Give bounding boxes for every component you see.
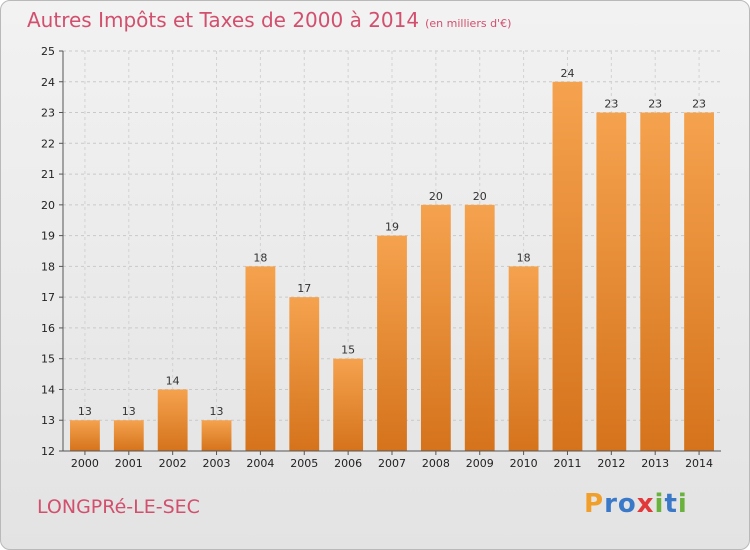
- x-tick-label-2002: 2002: [159, 457, 187, 470]
- y-tick-label: 13: [41, 414, 55, 427]
- data-label-2009: 20: [473, 190, 487, 203]
- logo-letter: x: [636, 489, 655, 519]
- y-tick-label: 18: [41, 260, 55, 273]
- data-label-2005: 17: [297, 282, 311, 295]
- y-tick-label: 22: [41, 137, 55, 150]
- data-label-2014: 23: [692, 98, 706, 111]
- x-tick-label-2010: 2010: [510, 457, 538, 470]
- data-label-2001: 13: [122, 405, 136, 418]
- x-tick-label-2003: 2003: [203, 457, 231, 470]
- chart-title: Autres Impôts et Taxes de 2000 à 2014 (en…: [27, 8, 511, 32]
- y-tick-label: 15: [41, 353, 55, 366]
- bar-2009: [464, 204, 495, 451]
- x-tick-label-2000: 2000: [71, 457, 99, 470]
- y-tick-label: 24: [41, 76, 55, 89]
- y-tick-label: 20: [41, 199, 55, 212]
- bar-2005: [289, 297, 320, 451]
- data-label-2004: 18: [253, 251, 267, 264]
- proxiti-logo: Proxiti: [584, 489, 688, 519]
- y-tick-label: 21: [41, 168, 55, 181]
- bar-2001: [113, 420, 144, 451]
- bar-2000: [70, 420, 100, 451]
- x-tick-label-2004: 2004: [246, 457, 274, 470]
- x-tick-label-2012: 2012: [597, 457, 625, 470]
- logo-letter: i: [654, 489, 665, 519]
- y-tick-label: 19: [41, 230, 55, 243]
- chart-unit: (en milliers d'€): [425, 17, 512, 30]
- bar-2012: [596, 112, 627, 452]
- axes: 12 13 14 15 16 17 18 19 20 21 22 23 24 25 2000 2001 2002…: [41, 45, 721, 470]
- x-tick-label-2009: 2009: [466, 457, 494, 470]
- bar-2014: [684, 112, 714, 452]
- bar-2011: [552, 81, 583, 452]
- y-tick-label: 16: [41, 322, 55, 335]
- x-tick-label-2006: 2006: [334, 457, 362, 470]
- logo-letter: r: [604, 489, 618, 519]
- x-tick-label-2005: 2005: [290, 457, 318, 470]
- bars: 13 13 14 13 18 17 15 19 20 20 18 24 23 23 23: [70, 67, 714, 452]
- data-label-2011: 24: [560, 67, 574, 80]
- bar-2008: [420, 204, 451, 451]
- logo-letter: P: [584, 489, 605, 519]
- y-tick-label: 25: [41, 45, 55, 58]
- data-label-2008: 20: [429, 190, 443, 203]
- x-tick-label-2011: 2011: [553, 457, 581, 470]
- x-tick-label-2013: 2013: [641, 457, 669, 470]
- bar-2010: [508, 266, 539, 451]
- x-tick-label-2001: 2001: [115, 457, 143, 470]
- logo-letter: o: [617, 489, 637, 519]
- bar-2006: [333, 358, 364, 451]
- data-label-2002: 14: [166, 374, 180, 387]
- x-tick-label-2007: 2007: [378, 457, 406, 470]
- data-label-2012: 23: [604, 98, 618, 111]
- x-tick-label-2014: 2014: [685, 457, 713, 470]
- chart-title-text: Autres Impôts et Taxes de 2000 à 2014: [27, 8, 420, 32]
- bar-2013: [640, 112, 671, 452]
- y-tick-label: 17: [41, 291, 55, 304]
- data-label-2013: 23: [648, 98, 662, 111]
- commune-name: LONGPRé-LE-SEC: [37, 496, 200, 518]
- data-label-2010: 18: [517, 251, 531, 264]
- data-label-2007: 19: [385, 221, 399, 234]
- data-label-2000: 13: [78, 405, 92, 418]
- data-label-2006: 15: [341, 344, 355, 357]
- x-tick-label-2008: 2008: [422, 457, 450, 470]
- data-label-2003: 13: [210, 405, 224, 418]
- bar-2003: [201, 420, 232, 451]
- y-tick-label: 12: [41, 445, 55, 458]
- bar-2007: [377, 235, 407, 451]
- logo-letter: i: [677, 489, 688, 519]
- bar-2002: [157, 389, 188, 451]
- logo-letter: t: [664, 489, 678, 519]
- y-tick-label: 14: [41, 383, 55, 396]
- y-tick-label: 23: [41, 107, 55, 120]
- bar-2004: [245, 266, 276, 451]
